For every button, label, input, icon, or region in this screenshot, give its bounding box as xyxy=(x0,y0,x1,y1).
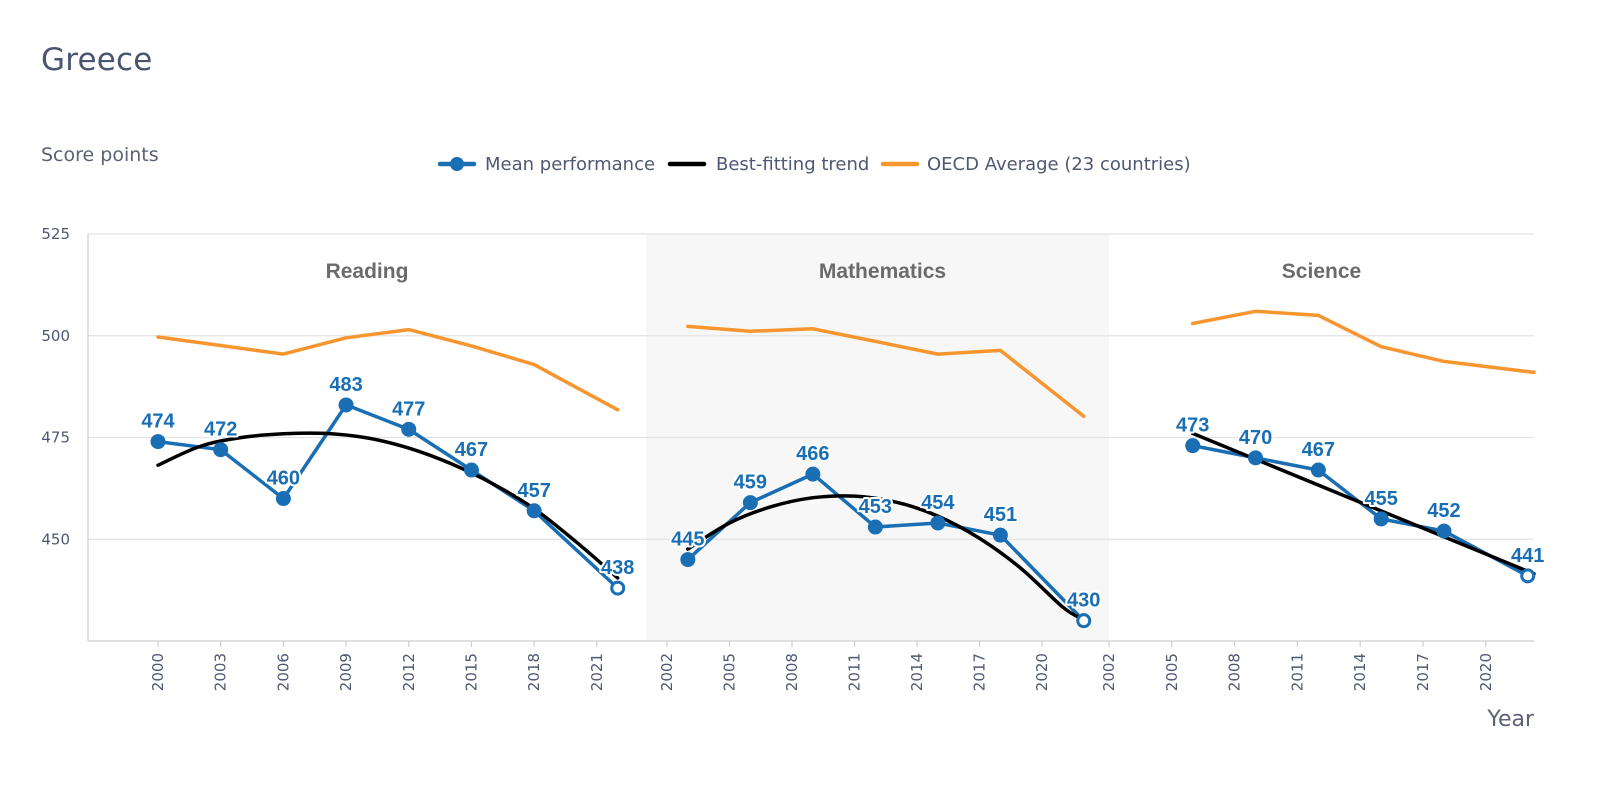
trend-line-mathematics xyxy=(686,494,1086,622)
data-label: 477 xyxy=(392,398,425,420)
legend-item-trend[interactable]: Best-fitting trend xyxy=(667,154,869,175)
data-label: 457 xyxy=(517,480,550,502)
page-title: Greece xyxy=(41,42,153,78)
y-tick-label: 525 xyxy=(41,225,70,243)
data-label: 460 xyxy=(267,468,300,490)
legend-item-oecd[interactable]: OECD Average (23 countries) xyxy=(880,154,1191,175)
data-label: 466 xyxy=(796,443,829,465)
data-label: 452 xyxy=(1427,500,1460,522)
data-label: 451 xyxy=(984,504,1017,526)
x-tick-label: 2011 xyxy=(846,653,864,691)
data-label: 445 xyxy=(671,529,704,551)
mean-marker xyxy=(1076,613,1092,629)
legend-marker-mean xyxy=(450,157,464,171)
data-labels: 474 472 460 483 477 467 457 438 445 459 466 453 454 4… xyxy=(139,372,1546,614)
mean-marker xyxy=(1185,438,1201,454)
oecd-line-mathematics xyxy=(686,324,1086,419)
legend-item-mean[interactable]: Mean performance xyxy=(437,154,655,175)
x-tick-label: 2020 xyxy=(1477,653,1495,691)
panel-title-reading: Reading xyxy=(326,260,409,283)
mean-marker xyxy=(992,527,1008,543)
x-tick-label: 2002 xyxy=(1100,653,1118,691)
x-tick-label: 2002 xyxy=(658,653,676,691)
x-tick-label: 2000 xyxy=(149,653,167,691)
mean-marker xyxy=(1310,462,1326,478)
mean-marker xyxy=(1248,450,1264,466)
y-axis-title: Score points xyxy=(41,144,159,166)
x-tick-label: 2011 xyxy=(1288,653,1306,691)
y-tick-label: 500 xyxy=(41,327,70,345)
mean-marker xyxy=(1436,523,1452,539)
data-label: 455 xyxy=(1364,488,1397,510)
mean-marker xyxy=(338,397,354,413)
panel-title-mathematics: Mathematics xyxy=(819,260,946,283)
legend-label-trend: Best-fitting trend xyxy=(716,154,869,175)
x-tick-label: 2012 xyxy=(400,653,418,691)
gridlines xyxy=(88,233,1534,540)
data-label: 467 xyxy=(1302,439,1335,461)
x-tick-label: 2015 xyxy=(462,653,480,691)
x-tick-label: 2018 xyxy=(525,653,543,691)
x-tick-label: 2006 xyxy=(274,653,292,691)
x-tick-label: 2017 xyxy=(971,653,989,691)
mean-marker xyxy=(805,466,821,482)
mean-marker xyxy=(680,552,696,568)
y-tick-label: 450 xyxy=(41,530,70,548)
mean-marker xyxy=(610,580,626,596)
x-tick-label: 2003 xyxy=(212,653,230,691)
mean-marker xyxy=(213,442,229,458)
data-label: 438 xyxy=(601,557,634,579)
x-tick-label: 2009 xyxy=(337,653,355,691)
mean-line-reading xyxy=(157,403,619,590)
x-tick-label: 2021 xyxy=(588,653,606,691)
y-tick-label: 475 xyxy=(41,429,70,447)
mean-marker xyxy=(742,495,758,511)
mean-marker xyxy=(275,491,291,507)
panel-title-science: Science xyxy=(1282,260,1361,283)
x-tick-label: 2005 xyxy=(1163,653,1181,691)
mean-marker xyxy=(1373,511,1389,527)
x-tick-label: 2014 xyxy=(1351,653,1369,691)
data-label: 470 xyxy=(1239,427,1272,449)
trend-line-science xyxy=(1190,431,1536,576)
mean-marker xyxy=(463,462,479,478)
data-label: 467 xyxy=(455,439,488,461)
data-label: 454 xyxy=(921,492,955,514)
mean-marker xyxy=(1520,568,1536,584)
mean-marker xyxy=(867,519,883,535)
data-label: 473 xyxy=(1176,415,1209,437)
data-label: 441 xyxy=(1511,545,1544,567)
data-label: 474 xyxy=(141,411,175,433)
axes: 450 475 500 525 Reading 2000 2003 2006 2009 2012 2… xyxy=(41,225,1534,691)
data-label: 483 xyxy=(329,374,362,396)
mean-marker xyxy=(150,434,166,450)
legend-label-oecd: OECD Average (23 countries) xyxy=(927,154,1191,175)
x-tick-label: 2020 xyxy=(1033,653,1051,691)
mean-marker xyxy=(401,421,417,437)
data-label: 472 xyxy=(204,419,237,441)
oecd-line-science xyxy=(1190,309,1536,375)
data-label: 453 xyxy=(859,496,892,518)
x-axis-title: Year xyxy=(1486,707,1535,732)
legend[interactable]: Mean performance Best-fitting trend OECD A… xyxy=(437,154,1191,175)
x-tick-label: 2014 xyxy=(908,653,926,691)
series-layer xyxy=(150,309,1536,629)
mean-line-science xyxy=(1192,443,1529,578)
x-tick-label: 2008 xyxy=(783,653,801,691)
mean-marker xyxy=(526,503,542,519)
x-tick-label: 2008 xyxy=(1226,653,1244,691)
data-label: 459 xyxy=(734,472,767,494)
oecd-line-reading xyxy=(156,327,620,412)
mean-marker xyxy=(930,515,946,531)
x-tick-label: 2017 xyxy=(1414,653,1432,691)
legend-label-mean: Mean performance xyxy=(485,154,655,175)
data-label: 430 xyxy=(1067,590,1100,612)
x-tick-label: 2005 xyxy=(721,653,739,691)
